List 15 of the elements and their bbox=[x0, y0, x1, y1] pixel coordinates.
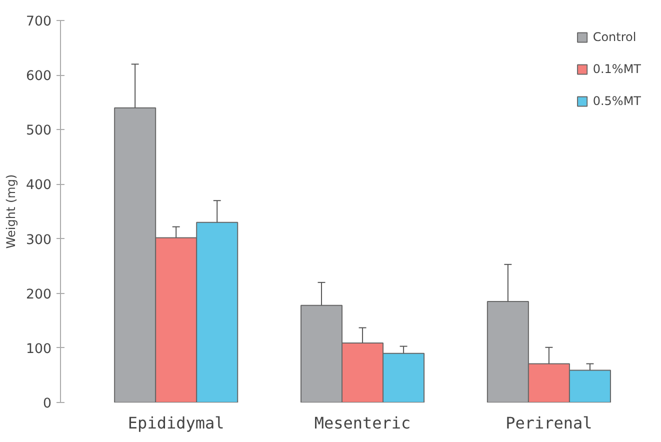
legend-label: 0.5%MT bbox=[592, 94, 641, 108]
y-tick-label: 300 bbox=[26, 232, 52, 248]
y-axis-title: Weight (mg) bbox=[4, 174, 18, 249]
y-tick-label: 600 bbox=[26, 69, 52, 84]
x-tick-label: Mesenteric bbox=[314, 414, 411, 432]
y-tick-label: 100 bbox=[26, 342, 52, 357]
legend-label: 0.1%MT bbox=[592, 62, 641, 76]
y-tick-label: 0 bbox=[43, 396, 52, 412]
y-tick-label: 500 bbox=[26, 124, 52, 139]
legend-label: Control bbox=[592, 30, 636, 44]
y-tick-label: 200 bbox=[26, 287, 52, 302]
y-tick-label: 700 bbox=[26, 14, 52, 30]
x-tick-label: Epididymal bbox=[128, 414, 224, 432]
x-tick-label: Perirenal bbox=[506, 414, 592, 432]
y-tick-label: 400 bbox=[26, 178, 52, 194]
